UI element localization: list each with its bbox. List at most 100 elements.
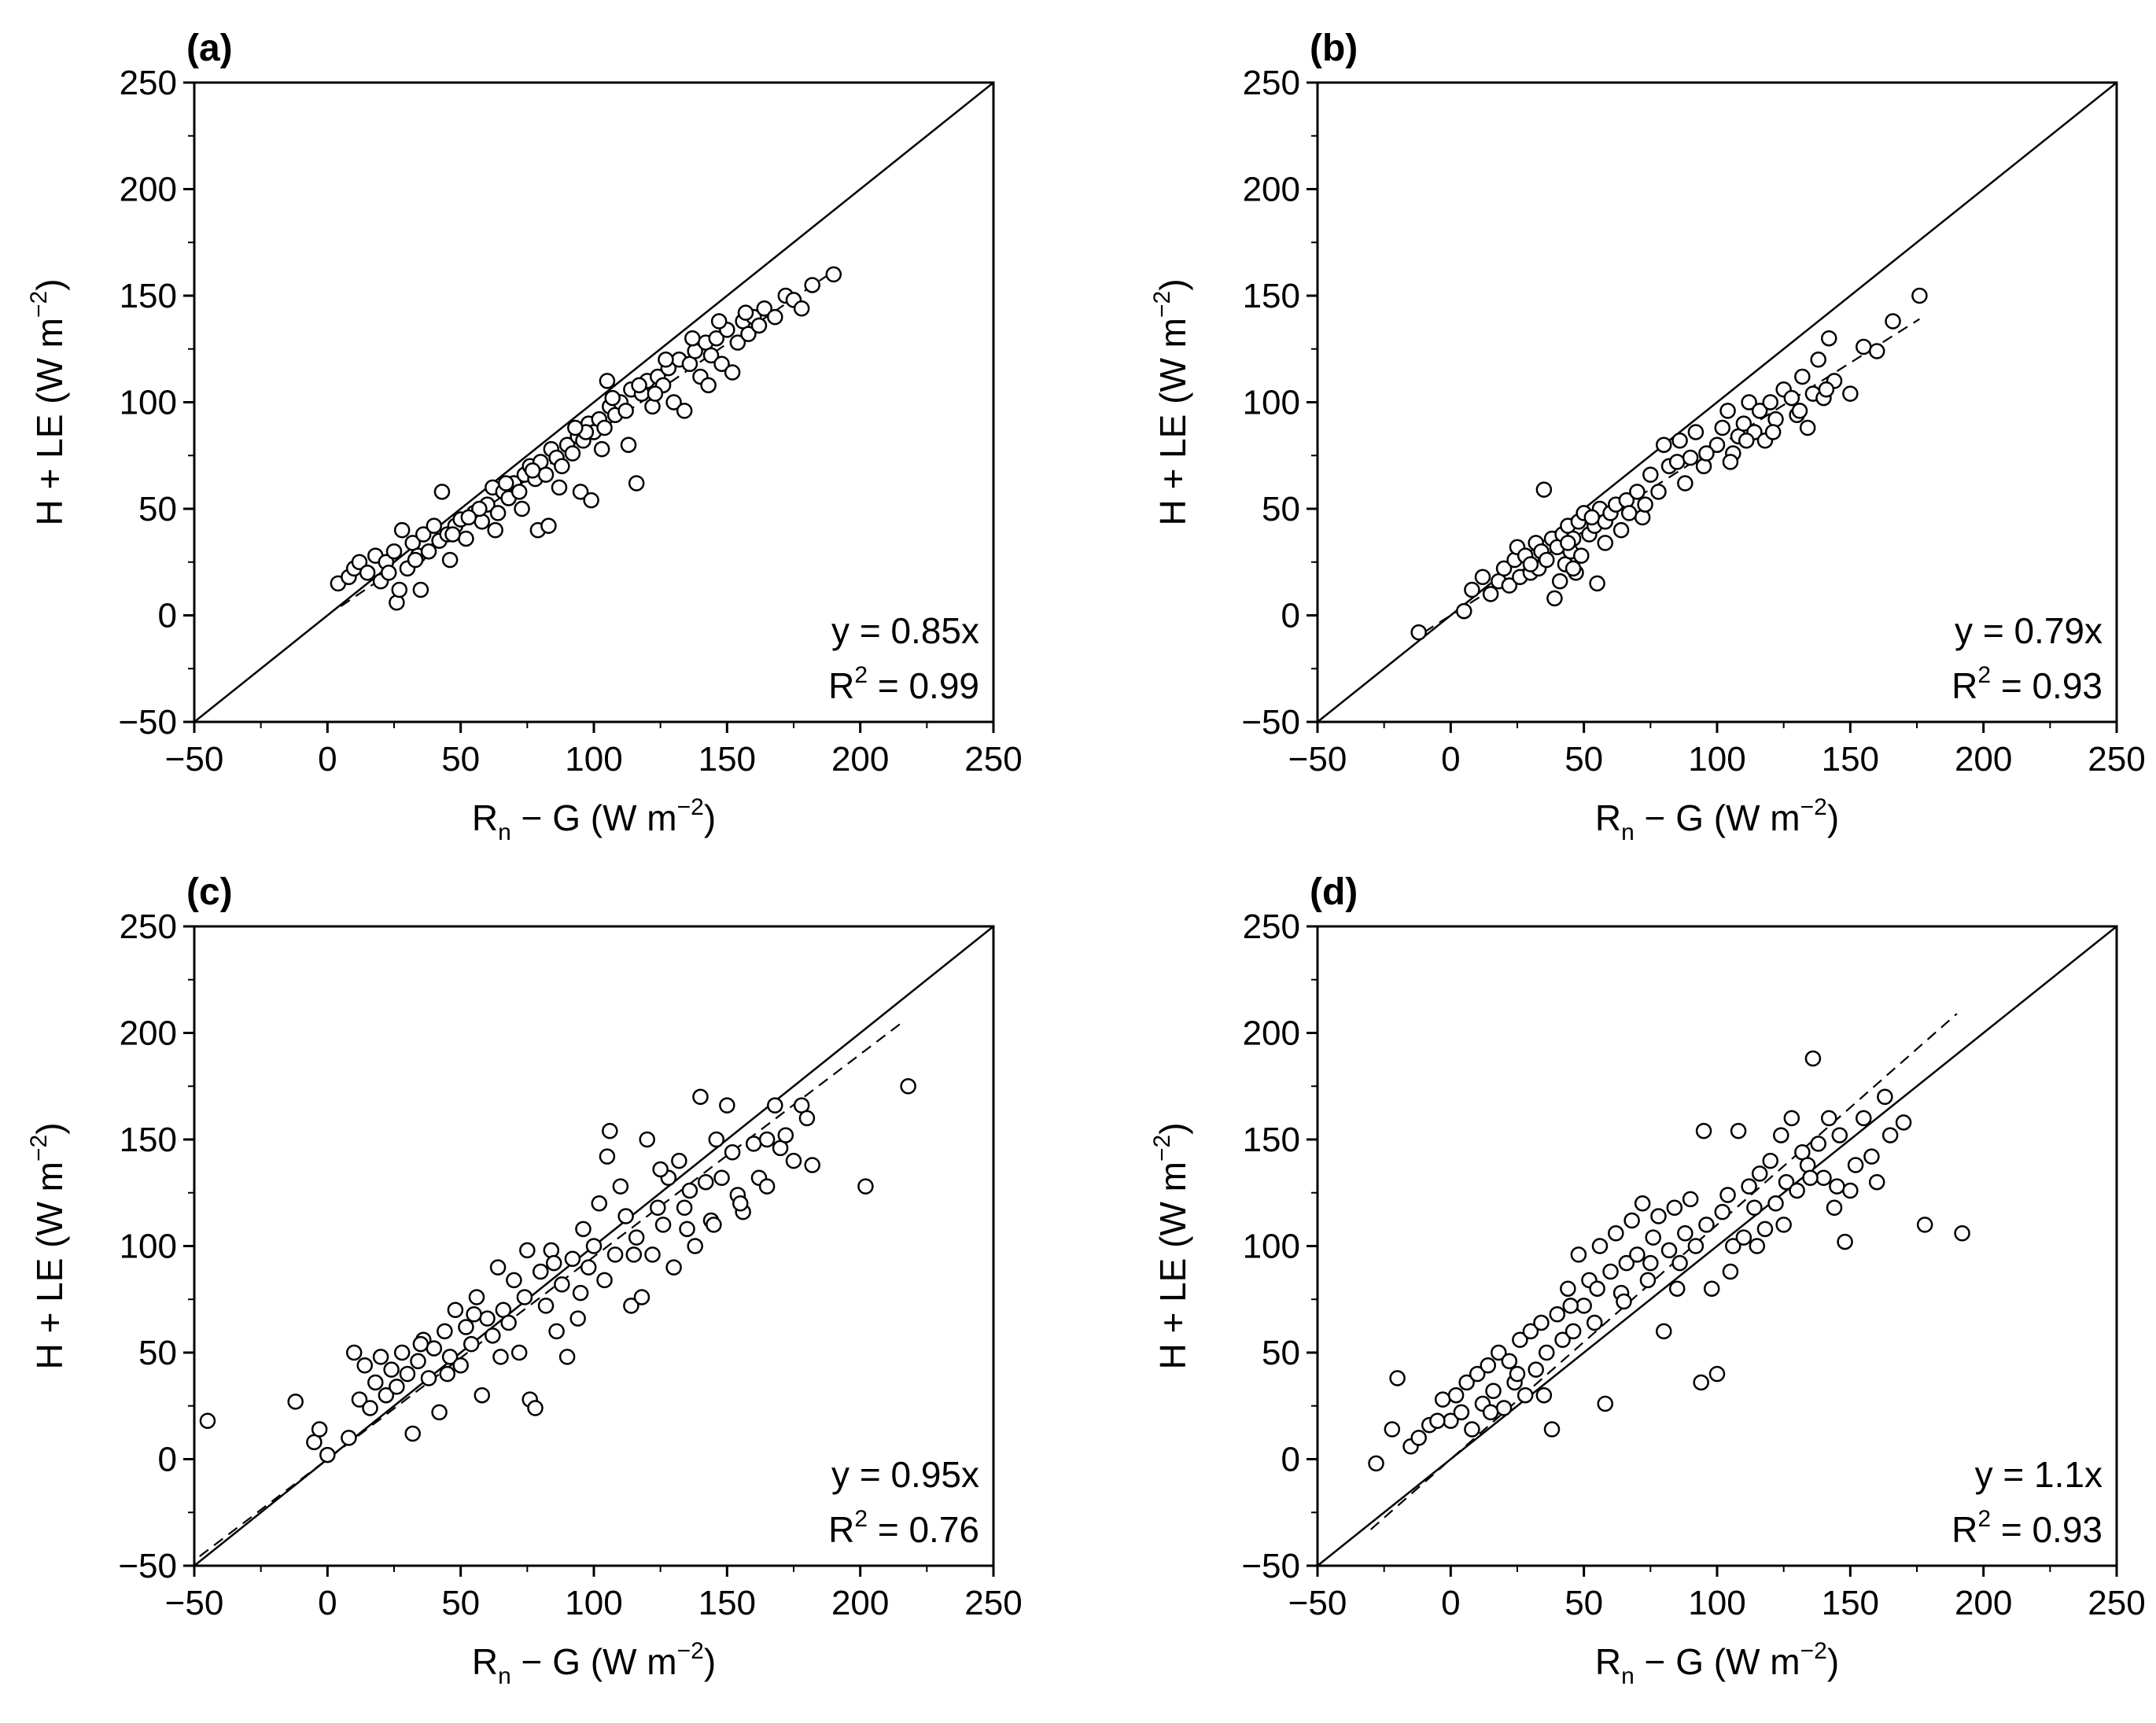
panel-title: (d) bbox=[1310, 871, 1358, 913]
data-point bbox=[199, 1412, 216, 1429]
data-point bbox=[1881, 1127, 1899, 1143]
x-tick-label: 200 bbox=[831, 1584, 889, 1622]
x-tick-label: 250 bbox=[2088, 740, 2145, 779]
data-point bbox=[1856, 1110, 1872, 1127]
data-point bbox=[1698, 445, 1715, 462]
data-point bbox=[426, 1340, 443, 1357]
data-point bbox=[1645, 1229, 1661, 1246]
data-point bbox=[506, 1272, 522, 1289]
data-point bbox=[1722, 1263, 1739, 1280]
data-point bbox=[1564, 1323, 1582, 1340]
data-point bbox=[617, 403, 634, 419]
data-point bbox=[732, 1195, 749, 1212]
data-point bbox=[1738, 433, 1755, 449]
data-point bbox=[650, 1199, 666, 1216]
data-point bbox=[710, 313, 728, 330]
data-point bbox=[1677, 1224, 1693, 1242]
data-point bbox=[572, 484, 589, 500]
y-tick-label: 0 bbox=[1281, 597, 1300, 635]
data-point bbox=[684, 330, 701, 347]
y-tick-label: 250 bbox=[120, 908, 177, 946]
data-point bbox=[1818, 381, 1835, 398]
data-point bbox=[1719, 403, 1736, 419]
data-point bbox=[1810, 352, 1826, 368]
y-tick-label: 200 bbox=[1243, 1014, 1300, 1053]
y-tick-label: 200 bbox=[120, 1014, 177, 1053]
data-point bbox=[554, 458, 570, 475]
data-point bbox=[1491, 1344, 1507, 1361]
data-point bbox=[463, 1335, 480, 1353]
data-point bbox=[567, 419, 584, 436]
data-point bbox=[1583, 509, 1601, 526]
data-point bbox=[391, 581, 408, 598]
data-point bbox=[489, 505, 507, 521]
data-point bbox=[1551, 572, 1568, 590]
y-tick-label: 50 bbox=[138, 1334, 177, 1372]
plot-area bbox=[194, 83, 993, 722]
data-point bbox=[1895, 1114, 1912, 1131]
data-point bbox=[1671, 433, 1688, 449]
data-point bbox=[639, 1131, 655, 1148]
y-tick-label: −50 bbox=[118, 703, 177, 742]
data-point bbox=[510, 484, 528, 500]
data-point bbox=[1863, 1148, 1880, 1165]
data-point bbox=[540, 517, 557, 534]
data-point bbox=[1794, 368, 1811, 385]
data-point bbox=[1469, 1365, 1486, 1382]
data-point bbox=[558, 1349, 576, 1365]
data-point bbox=[599, 1148, 616, 1165]
plot-area bbox=[1318, 926, 2117, 1566]
data-point bbox=[599, 373, 616, 389]
data-point bbox=[1842, 1182, 1859, 1199]
data-point bbox=[1791, 403, 1808, 419]
data-point bbox=[1634, 509, 1651, 526]
data-point bbox=[1668, 1280, 1686, 1297]
data-point bbox=[1725, 1238, 1741, 1254]
y-tick-label: 100 bbox=[120, 384, 177, 422]
data-point bbox=[623, 1298, 639, 1314]
x-tick-label: 0 bbox=[1441, 1584, 1460, 1622]
data-point bbox=[804, 277, 820, 293]
data-point bbox=[580, 1259, 597, 1276]
y-tick-label: 50 bbox=[138, 490, 177, 528]
data-point bbox=[1714, 419, 1731, 436]
data-point bbox=[1639, 1272, 1657, 1289]
data-point bbox=[311, 1421, 328, 1438]
data-point bbox=[596, 419, 613, 436]
data-point bbox=[393, 1344, 411, 1361]
data-point bbox=[700, 377, 717, 394]
data-point bbox=[383, 1361, 400, 1378]
data-point bbox=[665, 1259, 682, 1276]
data-point bbox=[1751, 403, 1768, 419]
data-point bbox=[1735, 1229, 1752, 1246]
data-point bbox=[1485, 1382, 1502, 1400]
data-point bbox=[351, 554, 368, 570]
y-tick-label: 0 bbox=[1281, 1441, 1300, 1479]
regression-equation: y = 1.1x bbox=[1975, 1454, 2103, 1495]
data-point bbox=[485, 1327, 501, 1344]
data-point bbox=[1589, 575, 1605, 592]
x-tick-label: 0 bbox=[318, 740, 337, 779]
data-point bbox=[1591, 1238, 1609, 1254]
data-point bbox=[516, 1289, 533, 1305]
one-to-one-line bbox=[194, 83, 993, 722]
data-point bbox=[458, 1319, 474, 1335]
data-point bbox=[569, 1310, 586, 1327]
data-point bbox=[1783, 389, 1800, 407]
data-point bbox=[474, 1386, 491, 1404]
data-point bbox=[575, 1220, 592, 1238]
y-axis-title: H + LE (W m−2) bbox=[1149, 278, 1193, 525]
y-tick-label: −50 bbox=[1241, 1547, 1300, 1585]
data-point bbox=[385, 543, 403, 560]
data-point bbox=[719, 1097, 735, 1114]
x-tick-label: −50 bbox=[165, 740, 224, 779]
data-point bbox=[652, 1161, 669, 1178]
data-point bbox=[1650, 484, 1667, 500]
data-point bbox=[1533, 1314, 1550, 1331]
data-point bbox=[1778, 1173, 1795, 1191]
data-point bbox=[441, 551, 459, 569]
data-point bbox=[372, 1349, 389, 1365]
data-point bbox=[1741, 394, 1757, 411]
r-squared: R2 = 0.76 bbox=[828, 1506, 979, 1550]
data-point bbox=[1509, 1365, 1526, 1382]
